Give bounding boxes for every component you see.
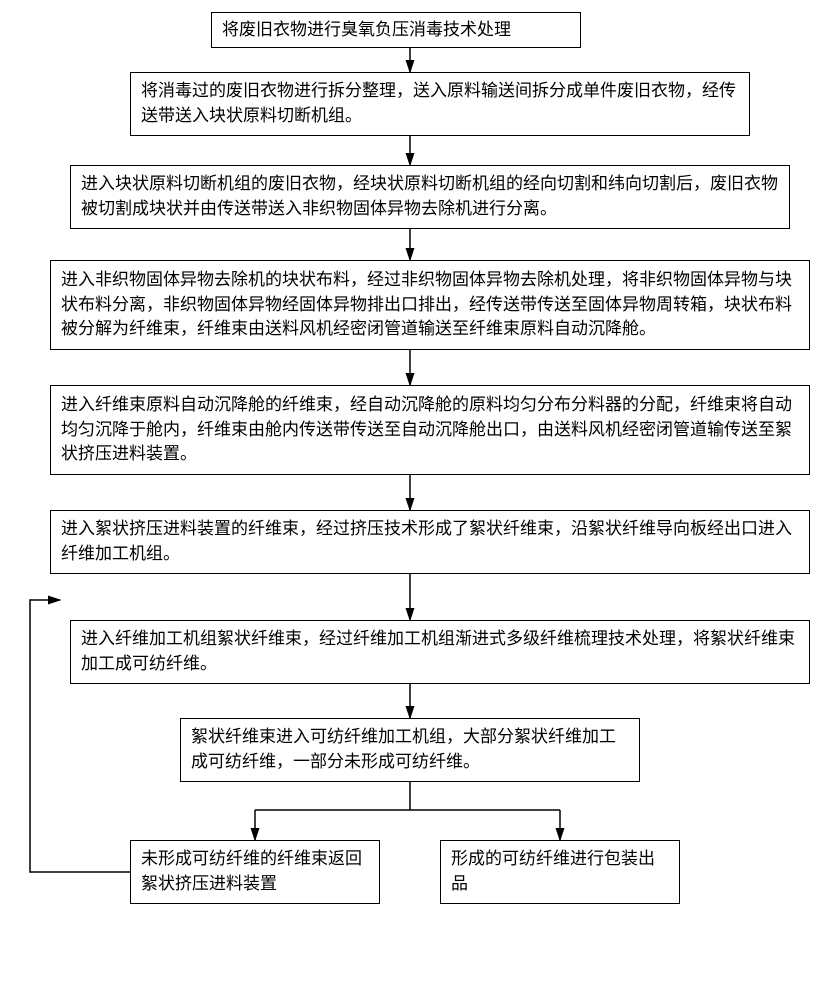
flow-node-n4: 进入非织物固体异物去除机的块状布料，经过非织物固体异物去除机处理，将非织物固体异…: [50, 260, 810, 350]
flow-node-n3: 进入块状原料切断机组的废旧衣物，经块状原料切断机组的经向切割和纬向切割后，废旧衣…: [70, 165, 790, 229]
flow-node-text: 未形成可纺纤维的纤维束返回絮状挤压进料装置: [131, 841, 379, 902]
flow-node-text: 进入块状原料切断机组的废旧衣物，经块状原料切断机组的经向切割和纬向切割后，废旧衣…: [71, 166, 789, 227]
flow-node-n7: 进入纤维加工机组絮状纤维束，经过纤维加工机组渐进式多级纤维梳理技术处理，将絮状纤…: [70, 620, 810, 684]
flow-node-n2: 将消毒过的废旧衣物进行拆分整理，送入原料输送间拆分成单件废旧衣物，经传送带送入块…: [130, 72, 750, 136]
flow-node-n1: 将废旧衣物进行臭氧负压消毒技术处理: [211, 12, 581, 48]
flow-node-n5: 进入纤维束原料自动沉降舱的纤维束，经自动沉降舱的原料均匀分布分料器的分配，纤维束…: [50, 385, 810, 475]
flow-node-text: 将消毒过的废旧衣物进行拆分整理，送入原料输送间拆分成单件废旧衣物，经传送带送入块…: [131, 73, 749, 134]
flow-node-n8: 絮状纤维束进入可纺纤维加工机组，大部分絮状纤维加工成可纺纤维，一部分未形成可纺纤…: [180, 718, 640, 782]
flow-node-text: 形成的可纺纤维进行包装出品: [441, 841, 679, 902]
flow-node-text: 进入非织物固体异物去除机的块状布料，经过非织物固体异物去除机处理，将非织物固体异…: [51, 262, 809, 348]
flow-node-n6: 进入絮状挤压进料装置的纤维束，经过挤压技术形成了絮状纤维束，沿絮状纤维导向板经出…: [50, 510, 810, 574]
flow-node-n9: 未形成可纺纤维的纤维束返回絮状挤压进料装置: [130, 840, 380, 904]
flow-node-text: 进入纤维束原料自动沉降舱的纤维束，经自动沉降舱的原料均匀分布分料器的分配，纤维束…: [51, 387, 809, 473]
flow-node-text: 进入纤维加工机组絮状纤维束，经过纤维加工机组渐进式多级纤维梳理技术处理，将絮状纤…: [71, 621, 809, 682]
flow-arrows: [0, 0, 832, 1000]
flow-node-text: 进入絮状挤压进料装置的纤维束，经过挤压技术形成了絮状纤维束，沿絮状纤维导向板经出…: [51, 511, 809, 572]
flow-node-text: 絮状纤维束进入可纺纤维加工机组，大部分絮状纤维加工成可纺纤维，一部分未形成可纺纤…: [181, 719, 639, 780]
flow-node-n10: 形成的可纺纤维进行包装出品: [440, 840, 680, 904]
flow-node-text: 将废旧衣物进行臭氧负压消毒技术处理: [212, 12, 521, 49]
